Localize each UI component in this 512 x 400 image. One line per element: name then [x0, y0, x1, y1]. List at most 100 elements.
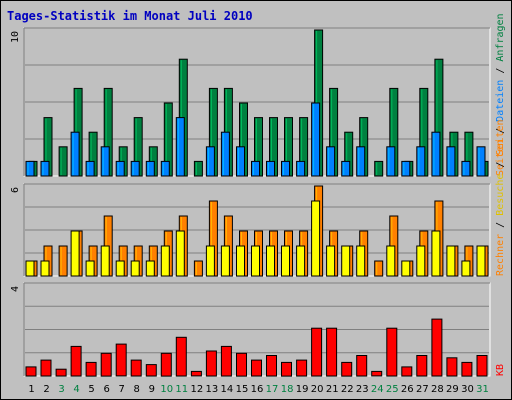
bar-kb-day-6 — [100, 352, 112, 377]
bar-kb-day-31 — [476, 355, 488, 377]
x-tick-label: 1 — [28, 384, 34, 395]
bar-dateien-day-26 — [401, 160, 411, 177]
bar-besuche-day-18 — [281, 245, 290, 277]
x-tick-label: 29 — [446, 384, 459, 395]
bar-kb-day-21 — [326, 327, 338, 377]
bar-dateien-day-1 — [25, 160, 35, 177]
bar-dateien-day-8 — [130, 160, 140, 177]
bar-kb-day-4 — [70, 345, 82, 377]
bar-dateien-day-27 — [416, 146, 426, 177]
bar-anfragen-day-12 — [193, 160, 203, 177]
x-tick-label: 22 — [341, 384, 354, 395]
bar-anfragen-day-24 — [374, 160, 384, 177]
right-label-group-middle: Rechner / Besuche / Seiten — [495, 119, 506, 276]
right-label-group-top: Seiten / Dateien / Anfragen — [495, 13, 506, 176]
bar-kb-day-27 — [416, 355, 428, 377]
bar-kb-day-8 — [130, 359, 142, 377]
bar-kb-day-17 — [266, 355, 277, 377]
x-tick-label: 23 — [356, 384, 369, 395]
bar-dateien-day-14 — [220, 131, 230, 177]
bar-besuche-day-5 — [85, 260, 95, 277]
bar-dateien-day-9 — [145, 160, 155, 177]
y-tick-label: 4 — [10, 286, 21, 292]
bar-besuche-day-21 — [326, 245, 336, 277]
x-tick-label: 20 — [311, 384, 324, 395]
bar-dateien-day-7 — [115, 160, 125, 177]
x-tick-label: 21 — [326, 384, 339, 395]
bar-besuche-day-2 — [40, 260, 50, 277]
bar-dateien-day-31 — [476, 146, 486, 177]
bar-seiten-day-24 — [374, 260, 384, 277]
x-tick-label: 31 — [476, 384, 489, 395]
bar-dateien-day-18 — [281, 160, 290, 177]
x-tick-label: 8 — [134, 384, 140, 395]
bar-kb-day-1 — [25, 366, 37, 377]
x-tick-label: 16 — [251, 384, 264, 395]
bar-dateien-day-19 — [296, 160, 306, 177]
bar-besuche-day-4 — [70, 230, 80, 277]
right-label-dateien: Dateien — [495, 80, 506, 122]
bar-besuche-day-17 — [266, 245, 275, 277]
x-tick-label: 3 — [58, 384, 64, 395]
bar-besuche-day-22 — [341, 245, 351, 277]
right-label-kb: KB — [495, 364, 506, 376]
bar-besuche-day-11 — [175, 230, 185, 277]
bar-besuche-day-7 — [115, 260, 125, 277]
bar-besuche-day-6 — [100, 245, 110, 277]
bar-kb-day-7 — [115, 343, 127, 377]
bar-kb-day-18 — [281, 361, 292, 377]
bar-dateien-day-21 — [326, 146, 336, 177]
x-tick-label: 9 — [149, 384, 155, 395]
bar-kb-day-11 — [175, 336, 187, 377]
x-tick-label: 19 — [296, 384, 309, 395]
x-tick-label: 6 — [104, 384, 110, 395]
bar-besuche-day-13 — [205, 245, 215, 277]
bar-kb-day-29 — [446, 357, 458, 377]
bar-dateien-day-25 — [386, 146, 396, 177]
label-separator: / — [495, 156, 506, 174]
x-tick-label: 2 — [43, 384, 49, 395]
bar-besuche-day-26 — [401, 260, 411, 277]
x-tick-label: 27 — [416, 384, 429, 395]
bar-kb-day-26 — [401, 366, 413, 377]
bar-kb-day-24 — [371, 370, 383, 377]
bar-kb-day-9 — [145, 364, 157, 377]
bar-kb-day-22 — [341, 361, 353, 377]
x-tick-label: 15 — [236, 384, 249, 395]
bar-dateien-day-13 — [205, 146, 215, 177]
bar-dateien-day-10 — [160, 160, 170, 177]
bar-besuche-day-15 — [236, 245, 245, 277]
y-tick-label: 6 — [10, 187, 21, 193]
x-tick-label: 11 — [175, 384, 188, 395]
bar-besuche-day-14 — [220, 245, 230, 277]
right-label-besuche: Besuche — [495, 174, 506, 216]
bar-dateien-day-30 — [461, 160, 471, 177]
x-tick-label: 7 — [119, 384, 125, 395]
bar-besuche-day-10 — [160, 245, 170, 277]
bar-seiten-day-3 — [58, 245, 68, 277]
x-tick-label: 24 — [371, 384, 384, 395]
bar-besuche-day-31 — [476, 245, 486, 277]
bar-dateien-day-23 — [356, 146, 366, 177]
bar-dateien-day-22 — [341, 160, 351, 177]
right-label-seiten: Seiten — [495, 119, 506, 155]
x-tick-label: 28 — [431, 384, 444, 395]
x-tick-label: 14 — [221, 384, 234, 395]
bar-kb-day-30 — [461, 361, 473, 377]
label-separator: / — [495, 122, 506, 140]
chart-title: Tages-Statistik im Monat Juli 2010 — [7, 9, 253, 23]
bar-dateien-day-5 — [85, 160, 95, 177]
label-separator: / — [495, 216, 506, 234]
right-label-seiten: Seiten — [495, 140, 506, 176]
bar-kb-day-14 — [220, 345, 232, 377]
bar-kb-day-28 — [431, 318, 443, 377]
bar-besuche-day-16 — [251, 245, 260, 277]
bar-besuche-day-29 — [446, 245, 456, 277]
bar-dateien-day-6 — [100, 146, 110, 177]
bar-kb-day-25 — [386, 327, 398, 377]
bar-seiten-day-12 — [193, 260, 203, 277]
x-tick-label: 13 — [206, 384, 219, 395]
y-tick-label: 10 — [10, 31, 21, 43]
bar-besuche-day-20 — [311, 200, 321, 277]
bar-kb-day-23 — [356, 355, 368, 377]
